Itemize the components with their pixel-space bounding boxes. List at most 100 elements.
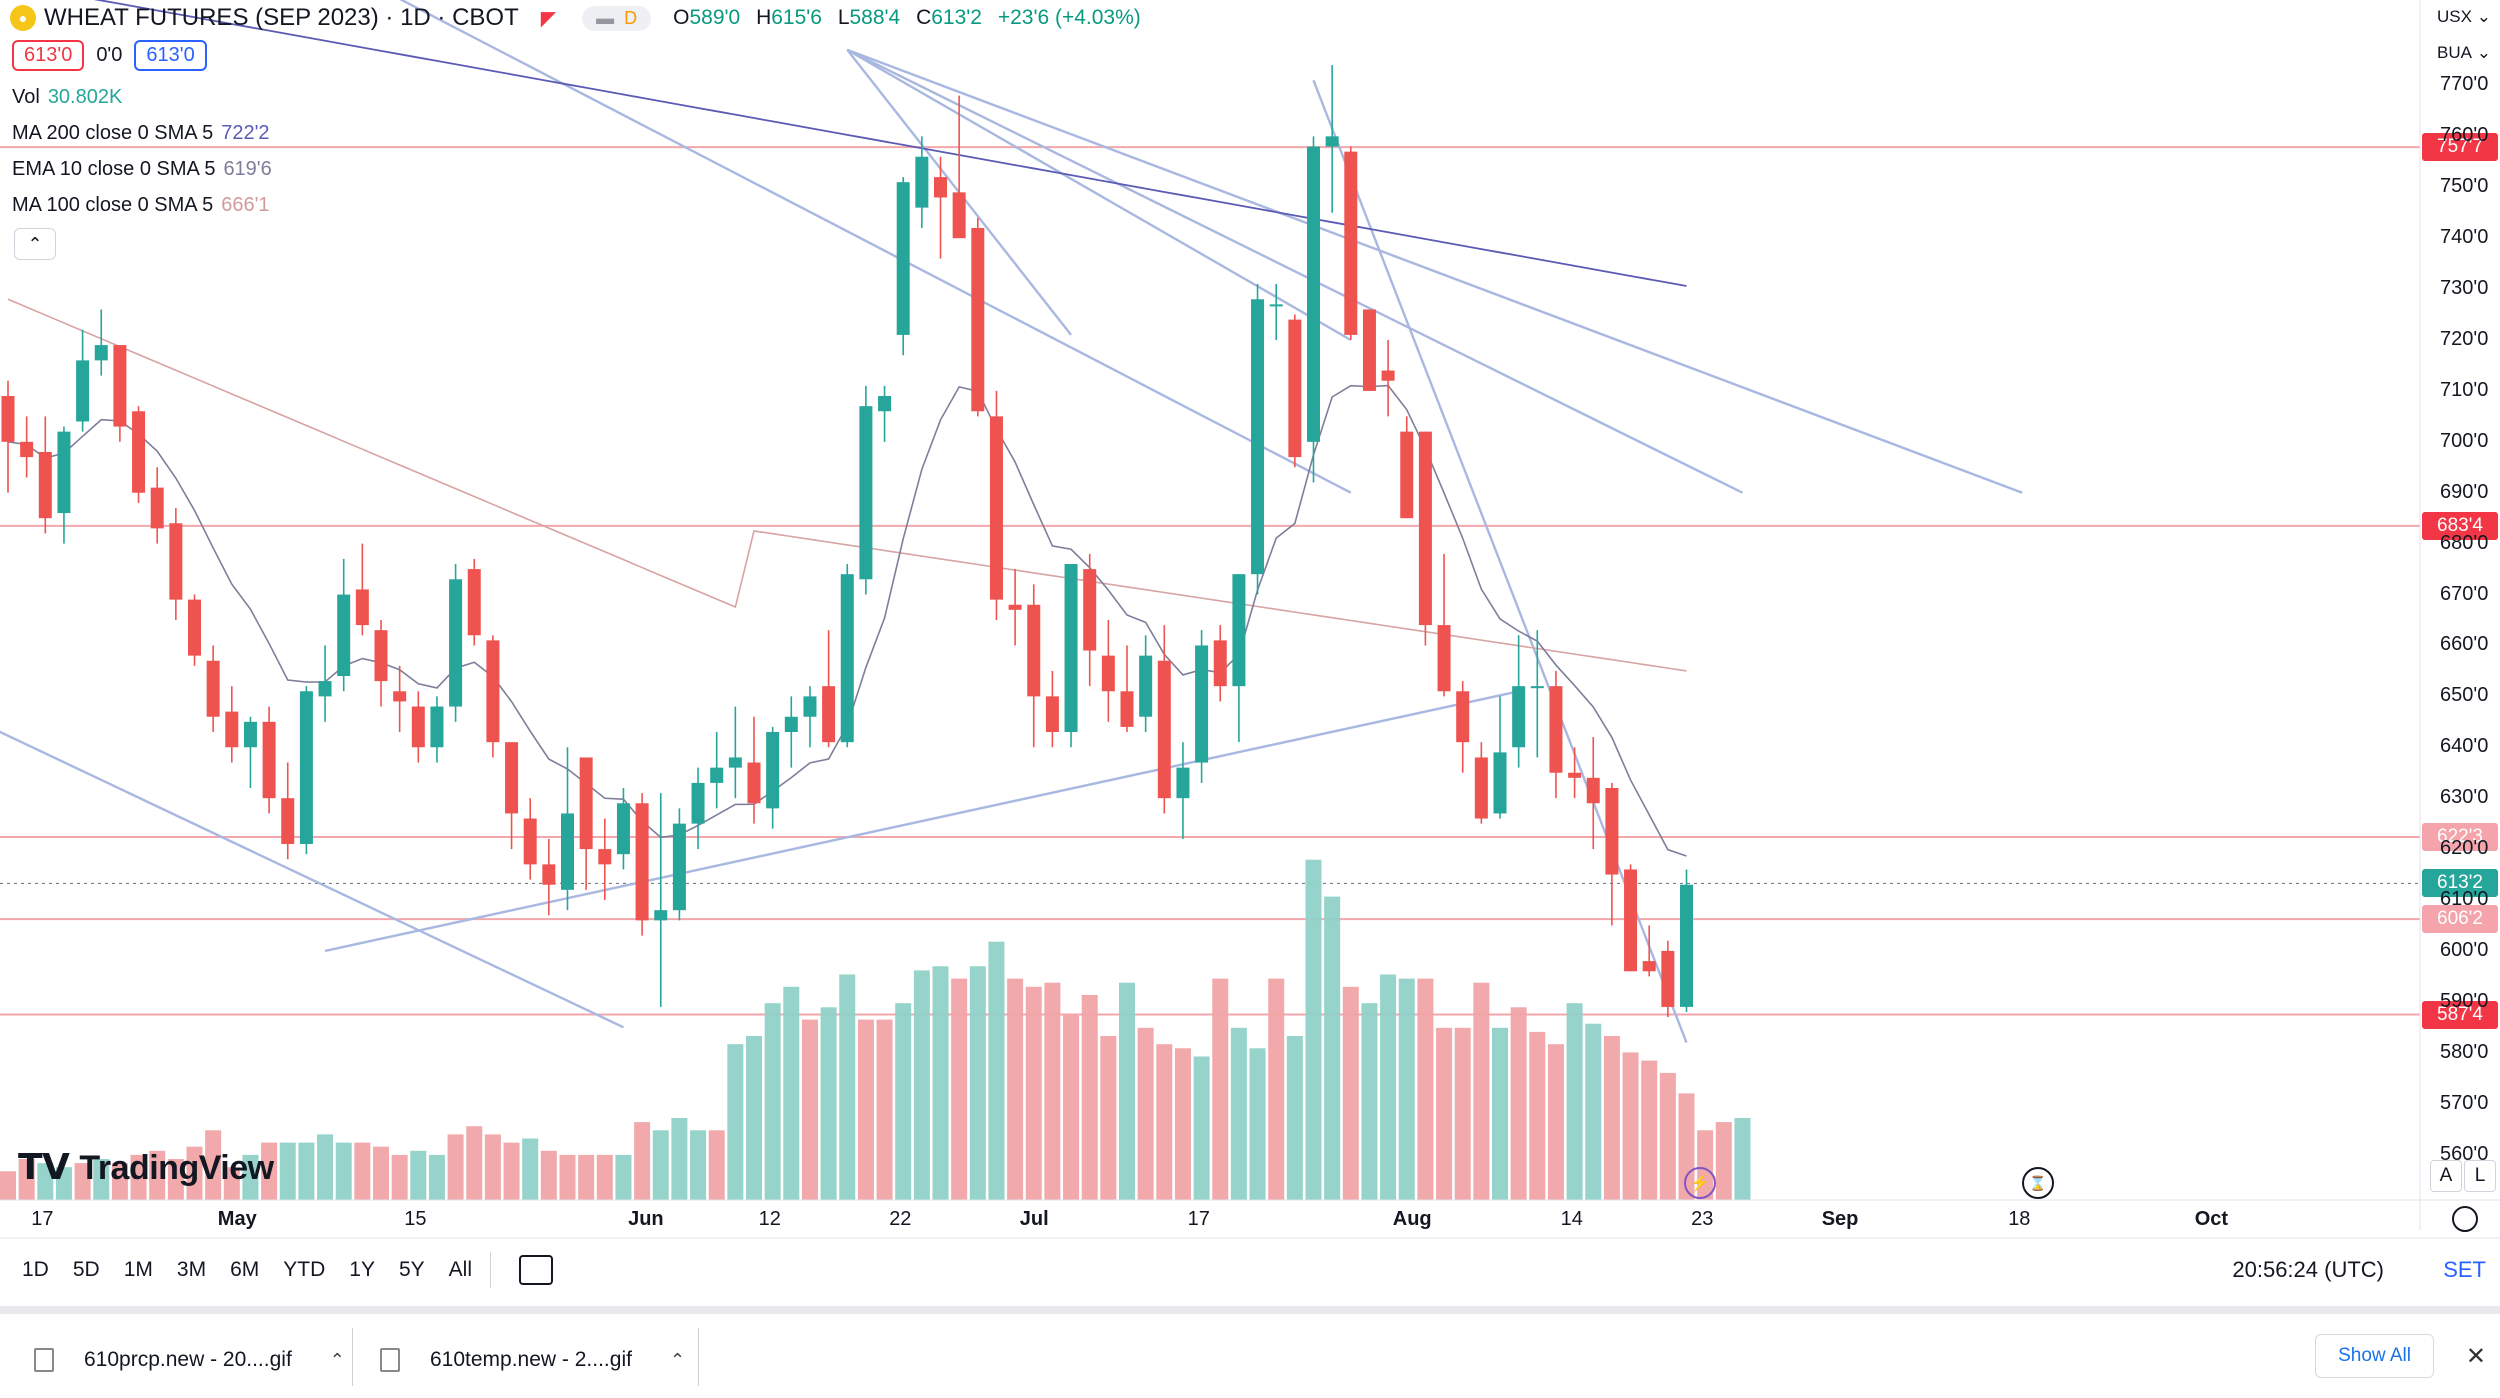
candle-body [486, 640, 500, 743]
price-tag[interactable]: 613'2 [2422, 869, 2498, 898]
legend-volume[interactable]: Vol 30.802K [12, 86, 122, 109]
volume-bar [37, 1163, 54, 1200]
volume-bar [951, 978, 968, 1200]
volume-bar [1100, 1036, 1117, 1200]
candle-body [374, 630, 388, 682]
y-tick-label: 740'0 [2440, 226, 2489, 249]
volume-bar [1529, 1031, 1546, 1200]
show-all-button[interactable]: Show All [2315, 1334, 2434, 1378]
candle-body [1288, 319, 1302, 458]
candle-body [766, 732, 780, 809]
volume-bar [1715, 1122, 1732, 1200]
candle-body [1232, 574, 1246, 687]
range-5d[interactable]: 5D [72, 1258, 100, 1281]
y-tick-label: 690'0 [2440, 480, 2489, 503]
volume-bar [690, 1130, 707, 1200]
log-scale-button[interactable]: L [2464, 1160, 2496, 1192]
download-filename: 610prcp.new - 20....gif [84, 1348, 292, 1371]
price-tag[interactable]: 683'4 [2422, 511, 2498, 540]
candle-body [822, 686, 836, 743]
calendar-icon[interactable] [519, 1255, 553, 1285]
pill-letter: D [624, 7, 638, 28]
candle-body [299, 691, 313, 844]
candle-body [747, 762, 761, 804]
legend-ma100[interactable]: MA 100 close 0 SMA 5 666'1 [12, 194, 270, 217]
candle-body [1325, 136, 1339, 147]
buy-price-box[interactable]: 613'0 [134, 40, 207, 71]
legend-collapse-button[interactable]: ⌃ [14, 228, 56, 260]
trendline-upper-3 [846, 48, 1352, 342]
utc-clock[interactable]: 20:56:24 (UTC) [2232, 1257, 2384, 1282]
candle-body [803, 696, 817, 717]
ma100-line [7, 298, 1687, 672]
price-tag[interactable]: 622'3 [2422, 823, 2498, 851]
volume-bar [1305, 859, 1322, 1200]
volume-bar [1436, 1027, 1453, 1200]
currency-selector[interactable]: USX ⌄ [2434, 2, 2494, 32]
download-item[interactable]: 610prcp.new - 20....gif ⌃ [34, 1332, 345, 1388]
range-ytd[interactable]: YTD [283, 1258, 326, 1281]
volume-bar [317, 1134, 334, 1200]
range-1d[interactable]: 1D [22, 1258, 49, 1281]
y-tick-label: 580'0 [2440, 1040, 2489, 1063]
candle-body [784, 716, 798, 732]
candle-body [262, 721, 276, 799]
candle-body [523, 818, 537, 865]
candle-body [1157, 660, 1171, 799]
candle-body [1418, 431, 1432, 626]
legend-ema10[interactable]: EMA 10 close 0 SMA 5 619'6 [12, 158, 272, 181]
candle-body [1064, 564, 1078, 732]
download-item[interactable]: 610temp.new - 2....gif ⌃ [380, 1332, 685, 1388]
volume-bar [1492, 1027, 1508, 1200]
candle-body [1176, 767, 1190, 799]
candle-body [337, 594, 351, 676]
gear-icon[interactable] [2452, 1206, 2478, 1232]
price-tag[interactable]: 606'2 [2422, 905, 2498, 934]
candle-body [411, 706, 425, 748]
candle-body [1307, 146, 1320, 442]
volume-bar [167, 1159, 184, 1200]
range-all[interactable]: All [448, 1258, 472, 1281]
flag-icon[interactable]: ◤ [540, 7, 557, 30]
volume-bar [1398, 978, 1415, 1200]
data-status-pill[interactable]: ▬ D [582, 5, 652, 31]
candle-body [1344, 151, 1358, 335]
close-icon[interactable]: ✕ [2465, 1343, 2486, 1370]
chevron-up-icon[interactable]: ⌃ [669, 1349, 686, 1370]
ohlc-high: 615'6 [771, 6, 822, 29]
volume-bar [149, 1150, 166, 1200]
volume-bar [1734, 1118, 1751, 1200]
range-1y[interactable]: 1Y [349, 1258, 375, 1281]
volume-bar [1007, 978, 1024, 1200]
volume-bar [1473, 982, 1490, 1200]
candle-body [1549, 686, 1563, 773]
candle-body [1493, 752, 1507, 814]
volume-bar [1641, 1060, 1658, 1200]
price-tag[interactable]: 757'7 [2422, 133, 2498, 162]
symbol-title[interactable]: WHEAT FUTURES (SEP 2023) · 1D · CBOT [44, 4, 519, 31]
range-5y[interactable]: 5Y [398, 1258, 425, 1281]
auto-scale-button[interactable]: A [2430, 1160, 2462, 1192]
unit-selector[interactable]: BUA ⌄ [2434, 38, 2494, 68]
sell-price-box[interactable]: 613'0 [12, 40, 85, 71]
volume-bar [1324, 896, 1341, 1200]
candle-body [1027, 604, 1041, 697]
session-set-button[interactable]: SET [2443, 1257, 2486, 1282]
chart-header: ● WHEAT FUTURES (SEP 2023) · 1D · CBOT ◤… [0, 0, 2420, 36]
range-3m[interactable]: 3M [176, 1258, 207, 1281]
volume-bar [820, 1007, 837, 1200]
x-tick-label: Aug [1392, 1208, 1432, 1230]
symbol-logo-icon[interactable]: ● [10, 5, 36, 31]
price-tag[interactable]: 587'4 [2422, 1000, 2498, 1029]
legend-ma200[interactable]: MA 200 close 0 SMA 5 722'2 [12, 122, 270, 145]
ohlc-close: 613'2 [931, 6, 982, 29]
hourglass-icon[interactable]: ⌛ [2022, 1167, 2054, 1199]
volume-bar [1622, 1052, 1639, 1200]
range-6m[interactable]: 6M [230, 1258, 260, 1281]
candle-body [1101, 655, 1115, 692]
lightning-icon[interactable]: ⚡ [1684, 1167, 1716, 1199]
chevron-up-icon[interactable]: ⌃ [329, 1349, 345, 1370]
range-1m[interactable]: 1M [123, 1258, 153, 1281]
volume-bar [242, 1154, 259, 1200]
